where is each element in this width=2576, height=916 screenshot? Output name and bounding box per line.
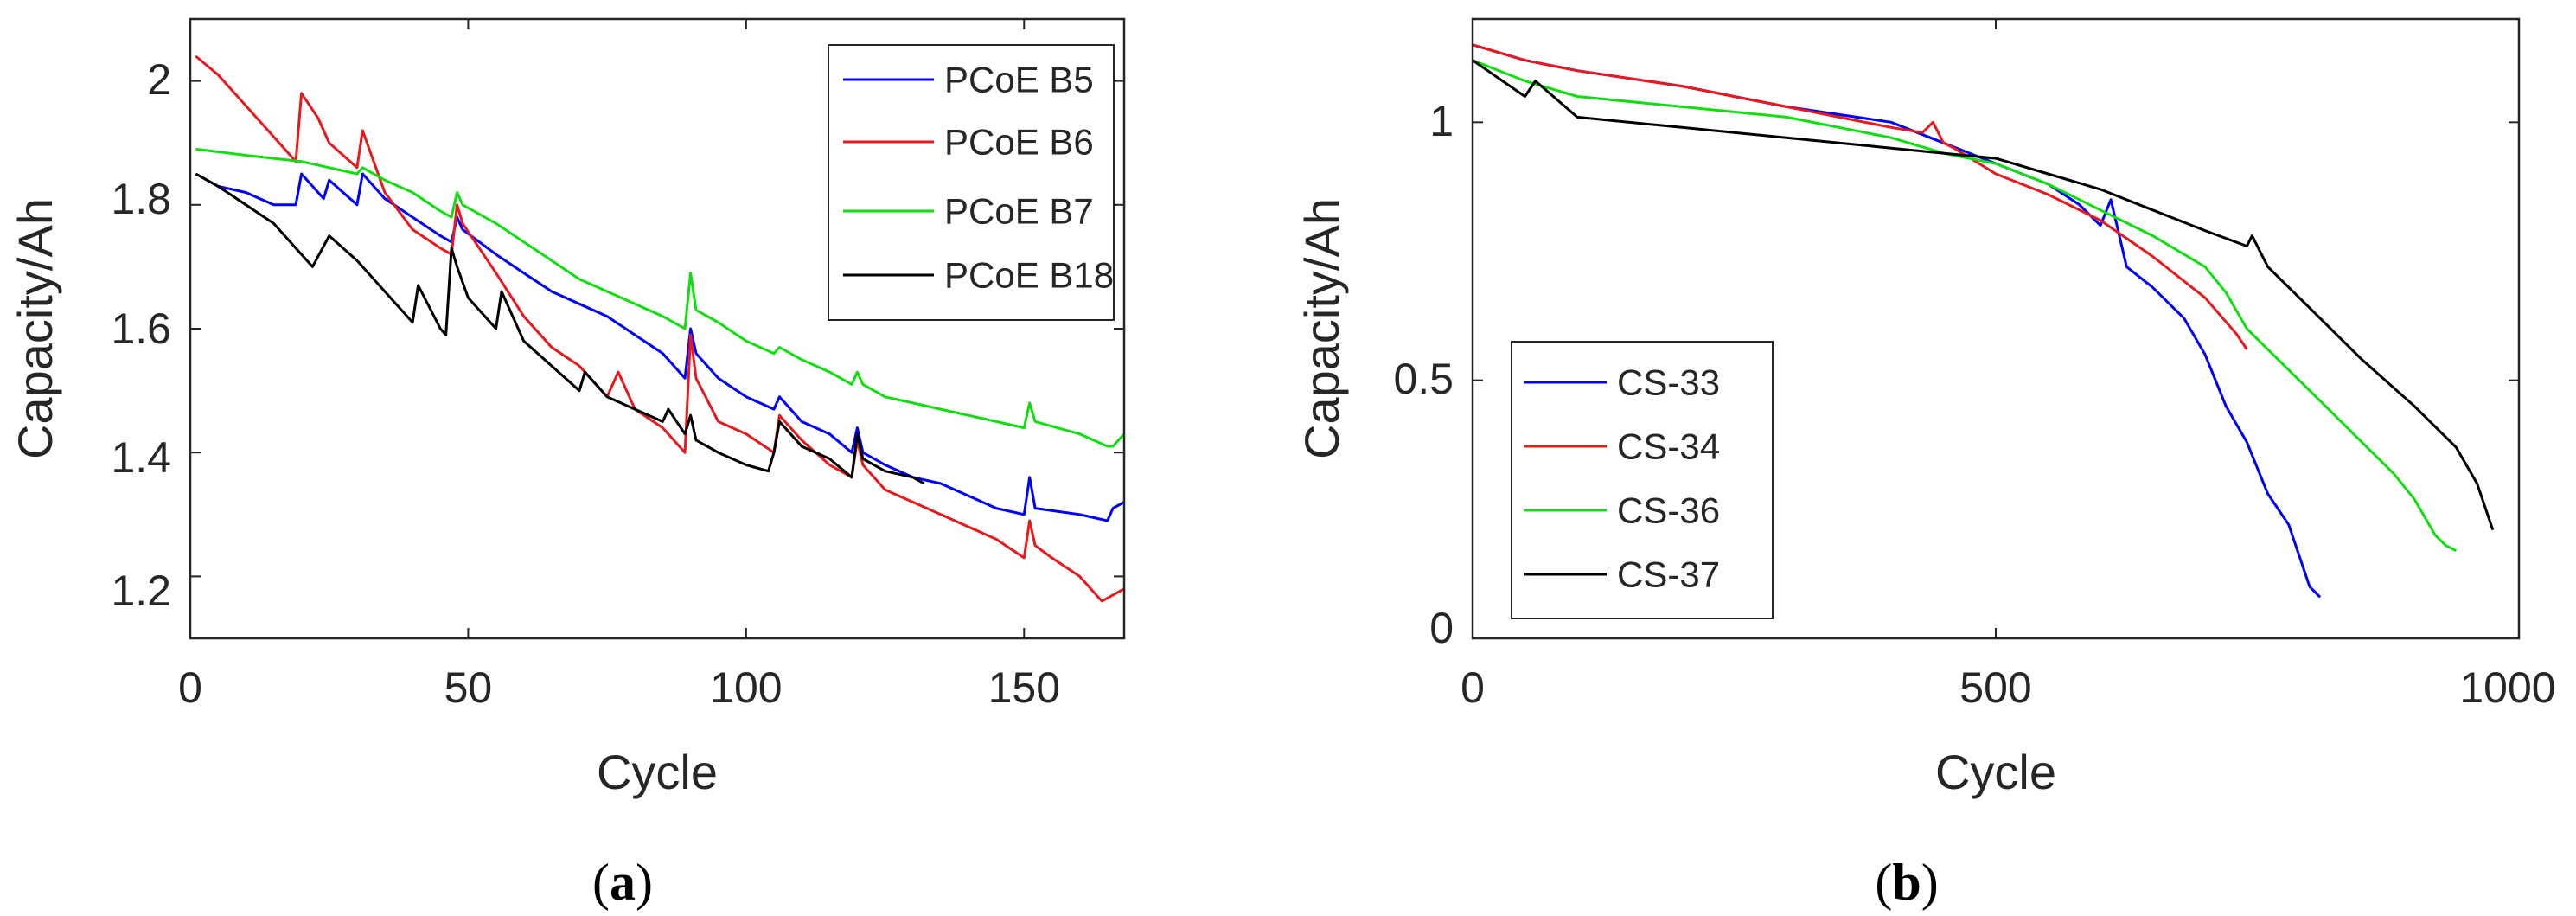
y-tick-label: 0 <box>1429 604 1454 652</box>
legend-label: CS-33 <box>1617 362 1720 403</box>
x-tick-label: 0 <box>1461 663 1485 712</box>
y-axis-label-a: Capacity/Ah <box>8 198 62 459</box>
y-ticks-b: 0 0.5 1 <box>1393 97 1454 652</box>
x-tick-label: 50 <box>444 663 493 712</box>
x-tick-label: 150 <box>988 663 1060 712</box>
series-line-pcoe-b6 <box>195 54 1125 603</box>
y-tick-label: 1 <box>1429 97 1454 145</box>
y-tick-label: 1.2 <box>111 567 171 615</box>
panel-label-b: (b) <box>1875 854 1938 911</box>
series-line-pcoe-b18 <box>195 172 925 485</box>
series-line-cs-34 <box>1472 43 2248 350</box>
legend-label: CS-37 <box>1617 554 1720 595</box>
tick-marks-b <box>1472 19 2520 639</box>
x-axis-label-b: Cycle <box>1935 745 2056 799</box>
y-tick-label: 0.5 <box>1393 355 1454 403</box>
panel-label-a: (a) <box>592 854 653 911</box>
x-tick-label: 0 <box>178 663 202 712</box>
x-tick-label: 500 <box>1959 663 2031 712</box>
legend-label: PCoE B5 <box>944 60 1094 100</box>
x-tick-label: 1000 <box>2459 663 2555 712</box>
x-ticks-a: 0 50 100 150 <box>178 663 1060 712</box>
y-ticks-a: 1.2 1.4 1.6 1.8 2 <box>111 55 171 615</box>
legend-b: CS-33 CS-34 CS-36 CS-37 <box>1511 341 1774 619</box>
legend-label: PCoE B6 <box>944 122 1094 163</box>
legend-a: PCoE B5 PCoE B6 PCoE B7 PCoE B18 <box>828 44 1115 321</box>
x-tick-label: 100 <box>710 663 782 712</box>
chart-panel-a: 0 50 100 150 1.2 1.4 1.6 1.8 2 Cycle Cap… <box>8 17 1126 911</box>
series-line-pcoe-b5 <box>195 172 1125 522</box>
tick-marks-a <box>189 19 1124 638</box>
legend-label: PCoE B18 <box>944 255 1114 296</box>
plot-lines-a <box>195 54 1126 603</box>
x-axis-label-a: Cycle <box>597 745 718 799</box>
y-tick-label: 1.6 <box>111 304 171 353</box>
legend-label: CS-36 <box>1617 490 1720 531</box>
x-ticks-b: 0 500 1000 <box>1461 663 2556 712</box>
plot-lines-b <box>1472 43 2495 599</box>
chart-panel-b: 0 500 1000 0 0.5 1 Cycle Capacity/Ah CS-… <box>1294 17 2556 911</box>
legend-label: CS-34 <box>1617 426 1720 467</box>
y-tick-label: 1.4 <box>111 433 171 482</box>
series-line-cs-36 <box>1472 59 2458 552</box>
y-tick-label: 1.8 <box>111 175 171 223</box>
legend-label: PCoE B7 <box>944 191 1094 232</box>
series-line-cs-37 <box>1472 59 2495 531</box>
legend-box-b <box>1511 341 1774 619</box>
y-axis-label-b: Capacity/Ah <box>1294 198 1349 459</box>
y-tick-label: 2 <box>147 55 171 104</box>
series-line-pcoe-b7 <box>195 147 1126 448</box>
